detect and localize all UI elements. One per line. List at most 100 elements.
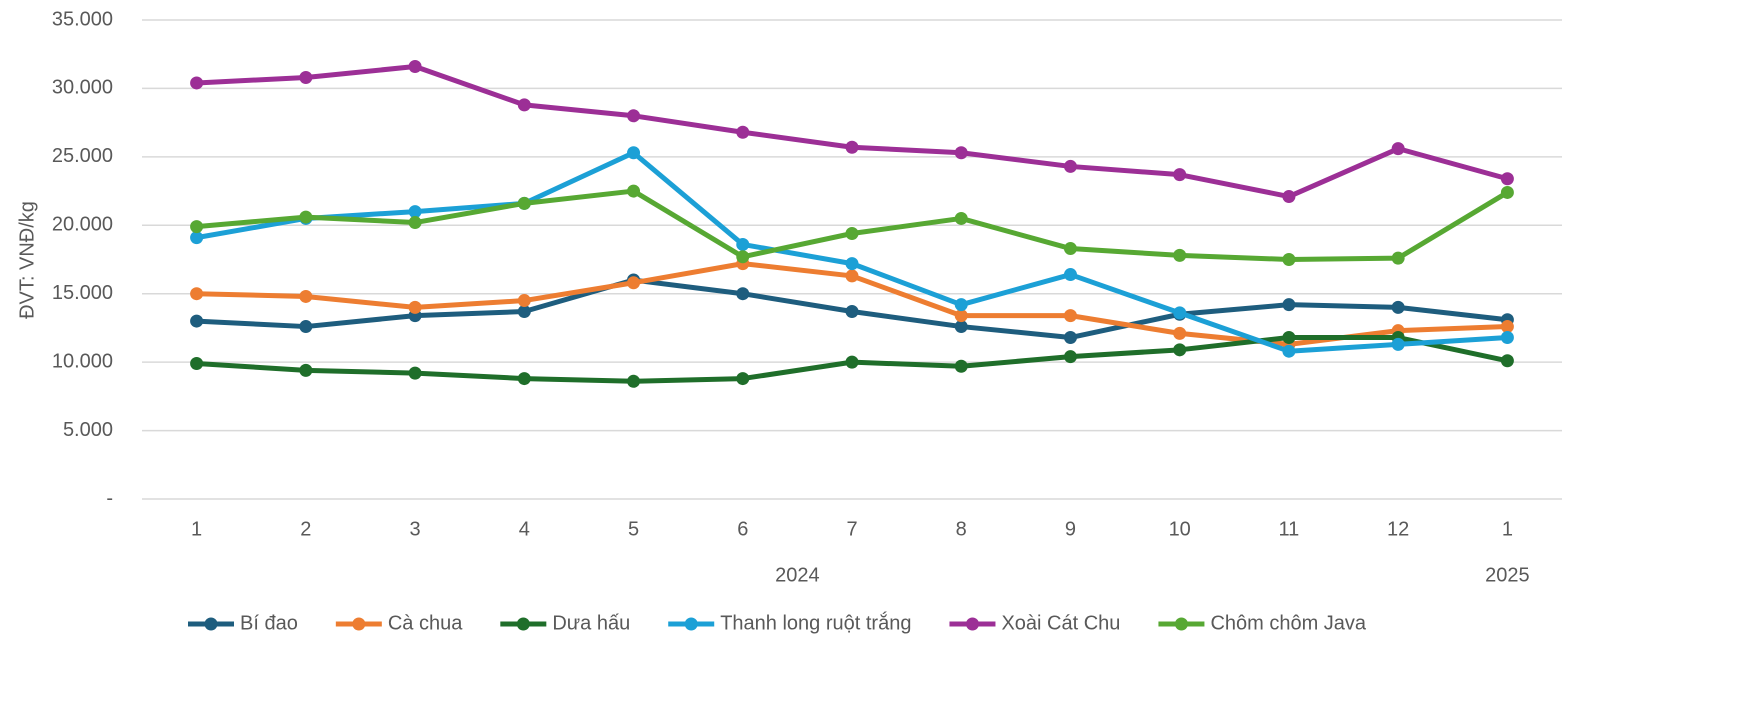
data-point: [627, 146, 641, 160]
y-tick-label: 10.000: [52, 350, 113, 372]
data-point: [190, 231, 204, 245]
data-point: [299, 210, 313, 224]
series-line: [196, 150, 1508, 354]
legend-marker: [965, 617, 979, 631]
data-point: [517, 294, 531, 308]
data-point: [845, 257, 859, 271]
x-tick-label: 6: [737, 518, 748, 540]
y-tick-label: 25.000: [52, 145, 113, 167]
data-point: [1063, 350, 1077, 364]
data-point: [299, 70, 313, 84]
data-point: [1500, 331, 1514, 345]
x-tick-label: 10: [1169, 518, 1191, 540]
data-point: [1500, 172, 1514, 186]
legend-marker: [204, 617, 218, 631]
series-line: [196, 64, 1509, 200]
y-axis-label: ĐVT: VNĐ/kg: [16, 201, 38, 319]
legend-marker: [684, 617, 698, 631]
data-point: [954, 359, 968, 373]
data-point: [1391, 337, 1405, 351]
data-point: [736, 250, 750, 264]
data-point: [1282, 253, 1296, 266]
data-point: [1173, 343, 1187, 357]
data-point: [845, 305, 859, 319]
data-point: [1063, 331, 1077, 345]
data-point: [954, 309, 968, 323]
data-point: [517, 305, 531, 319]
data-point: [517, 98, 531, 112]
x-tick-label: 4: [519, 518, 530, 540]
data-point: [299, 320, 313, 334]
x-group-label: 2025: [1485, 564, 1530, 586]
y-tick-label: 20.000: [52, 214, 113, 236]
data-point: [408, 216, 422, 230]
data-point: [299, 363, 313, 377]
y-tick-label: 35.000: [52, 8, 113, 30]
data-point: [627, 374, 641, 388]
data-point: [1391, 251, 1405, 265]
x-tick-label: 12: [1387, 518, 1409, 540]
data-point: [845, 269, 859, 283]
data-point: [954, 211, 968, 225]
data-point: [1063, 159, 1077, 173]
x-group-label: 2024: [775, 564, 820, 586]
data-point: [1282, 331, 1296, 345]
data-point: [627, 276, 641, 290]
legend-label: Cà chua: [388, 612, 463, 634]
legend-marker: [1174, 617, 1188, 631]
legend-label: Xoài Cát Chu: [1001, 612, 1120, 634]
data-point: [736, 237, 750, 251]
legend-label: Chôm chôm Java: [1210, 612, 1366, 634]
data-point: [1173, 326, 1187, 340]
x-tick-label: 7: [846, 518, 857, 540]
legend-label: Dưa hấu: [552, 612, 630, 634]
x-tick-label: 11: [1279, 518, 1300, 540]
data-point: [1500, 320, 1514, 334]
x-tick-label: 5: [628, 518, 639, 540]
data-point: [1500, 354, 1514, 368]
data-point: [736, 125, 750, 139]
data-point: [1173, 248, 1187, 262]
data-point: [1063, 242, 1077, 256]
data-point: [517, 196, 531, 210]
data-point: [845, 355, 859, 369]
data-point: [954, 320, 968, 334]
data-point: [954, 298, 968, 312]
data-point: [627, 109, 641, 123]
data-point: [1391, 300, 1405, 314]
data-point: [517, 372, 531, 386]
data-point: [1282, 190, 1296, 204]
data-point: [1063, 268, 1077, 282]
legend-label: Bí đao: [240, 612, 298, 634]
data-point: [408, 60, 422, 74]
data-point: [627, 184, 641, 198]
x-tick-label: 1: [191, 518, 202, 540]
data-point: [1173, 168, 1187, 182]
data-point: [408, 366, 422, 380]
x-tick-label: 8: [956, 518, 967, 540]
data-point: [1282, 344, 1296, 358]
data-point: [299, 289, 313, 303]
data-point: [736, 287, 750, 301]
y-tick-label: 15.000: [52, 282, 113, 304]
data-point: [1500, 185, 1514, 199]
data-point: [190, 287, 204, 301]
data-point: [845, 226, 859, 240]
legend-label: Thanh long ruột trắng: [720, 611, 911, 634]
y-tick-label: 5.000: [63, 419, 113, 441]
legend-marker: [352, 617, 366, 631]
data-point: [190, 220, 204, 234]
data-point: [1391, 142, 1405, 156]
data-point: [408, 300, 422, 314]
x-tick-label: 2: [300, 518, 311, 540]
data-point: [190, 76, 204, 90]
data-point: [736, 372, 750, 386]
data-point: [954, 146, 968, 160]
data-point: [190, 357, 204, 371]
y-tick-label: 30.000: [52, 77, 113, 99]
y-tick-label: -: [106, 487, 113, 509]
data-point: [1063, 309, 1077, 323]
data-point: [1282, 298, 1296, 312]
x-tick-label: 1: [1502, 518, 1513, 540]
